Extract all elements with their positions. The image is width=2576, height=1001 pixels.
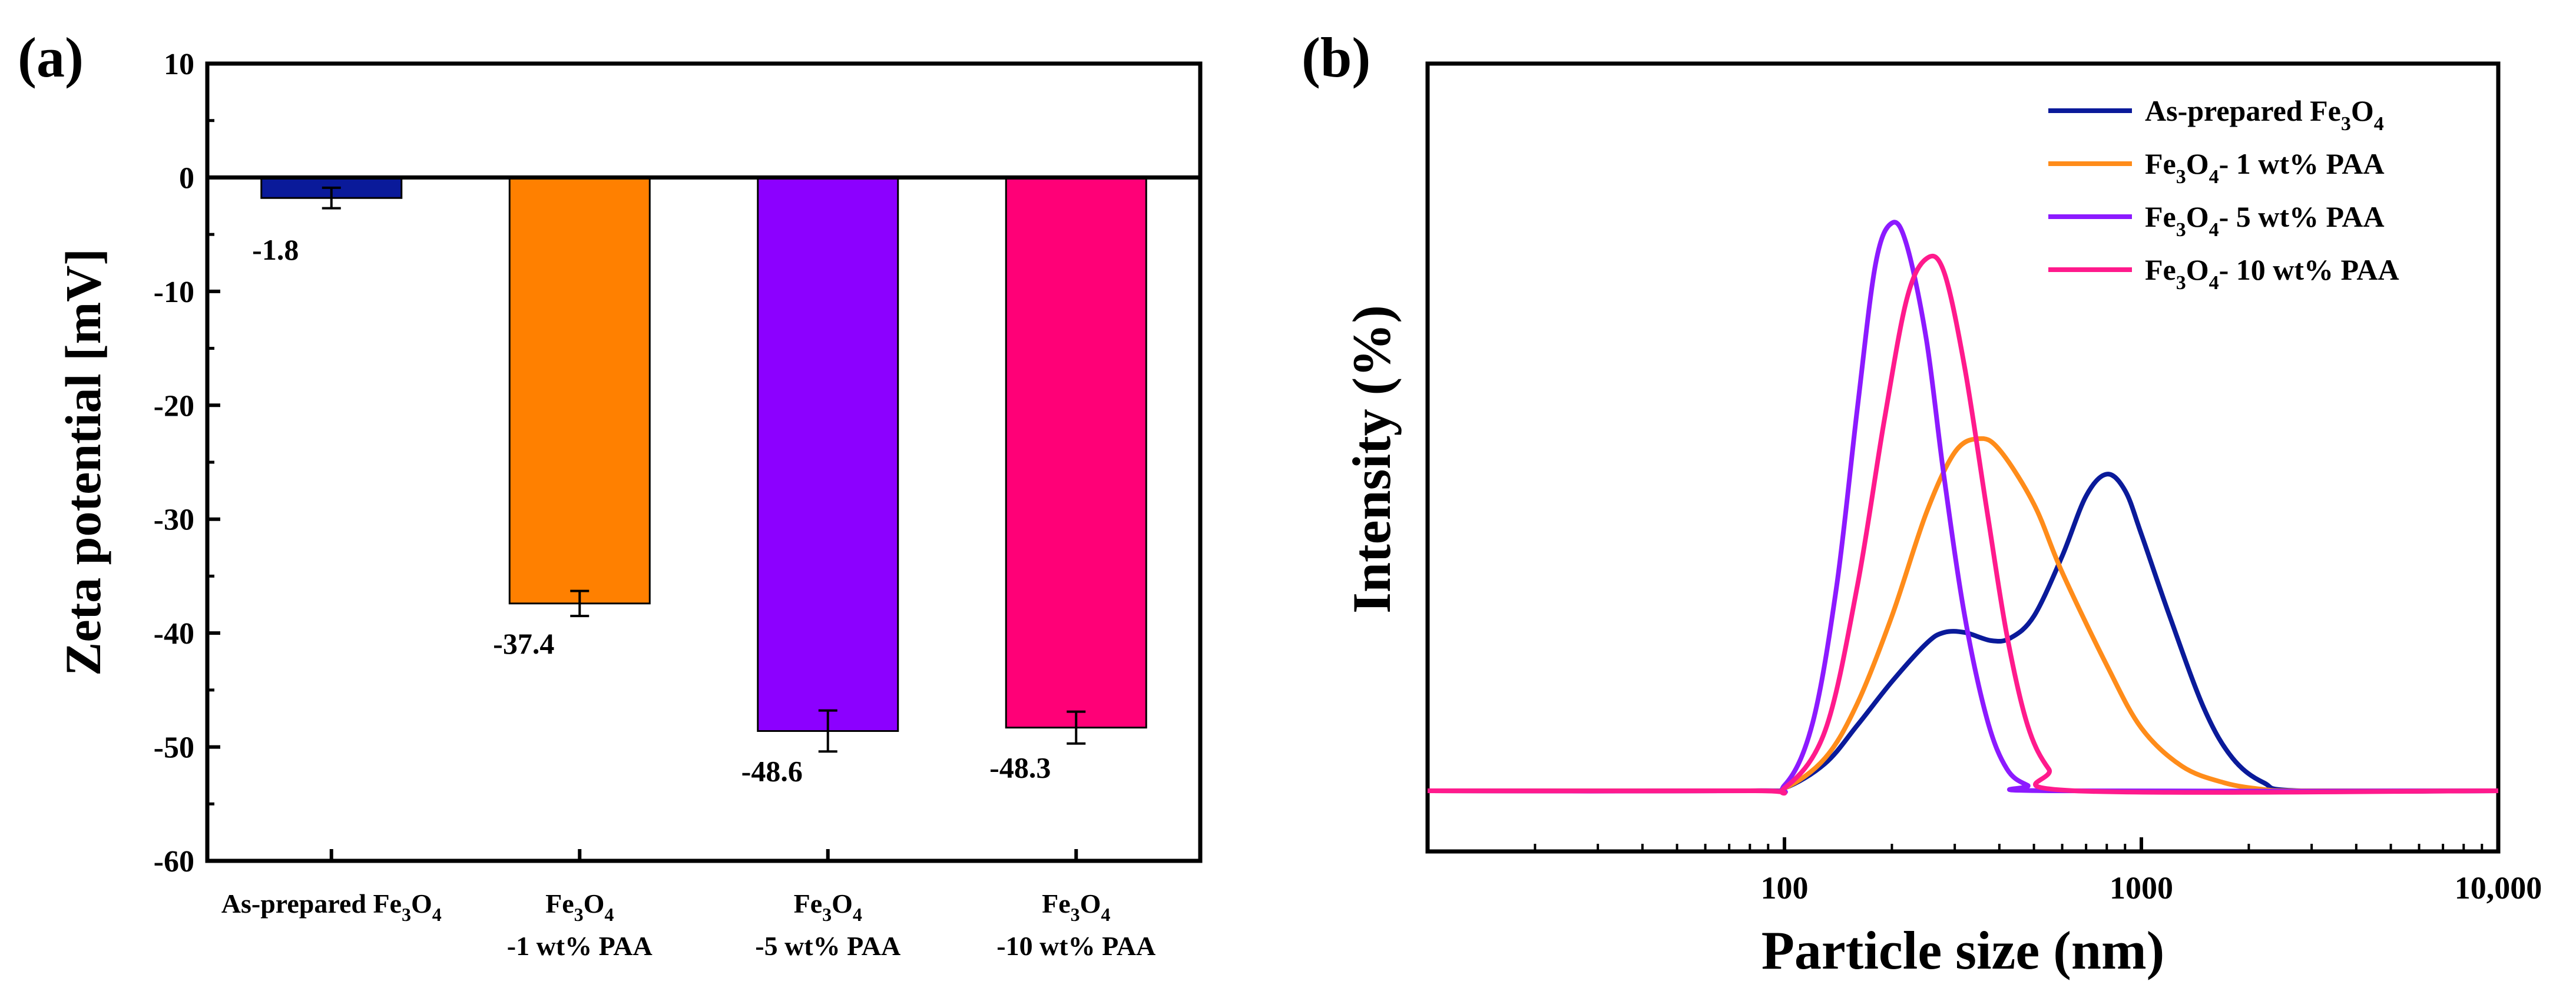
bar [508,176,651,605]
bar [757,176,899,732]
legend: As-prepared Fe3O4 Fe3O4- 1 wt% PAA Fe3O4- … [2048,94,2399,294]
value-label: -48.3 [989,751,1051,784]
x-tick-label: 100 [1761,870,1809,906]
y-tick-label: 10 [164,48,194,81]
panel-b-y-axis-label: Intensity (%) [1342,305,1402,614]
category-label-line2: -1 wt% PAA [507,931,653,961]
panel-a-label: (a) [18,26,84,89]
category-label: Fe3O4 [1042,889,1110,925]
value-label: -1.8 [252,233,299,266]
x-tick-label: 10,000 [2455,870,2542,906]
y-tick-label: -50 [154,731,194,765]
value-label: -37.4 [493,627,554,660]
series-line [1427,253,2499,796]
panel-a-y-axis-label: Zeta potential [mV] [55,248,111,676]
series-line [1427,220,2499,795]
category-label: Fe3O4 [794,889,862,925]
panel-a-bar-chart: (a) -1.8 -37.4 -48.6 -48.3 10 0 -10 -20 -30 -40 -… [18,26,1203,961]
legend-entry: As-prepared Fe3O4 [2145,94,2384,135]
y-tick-label: -10 [154,276,194,309]
panel-b-label: (b) [1302,26,1370,89]
legend-entry: Fe3O4- 1 wt% PAA [2145,147,2385,188]
panel-b-x-axis-label: Particle size (nm) [1762,920,2165,980]
y-tick-label: -60 [154,845,194,879]
y-tick-label: -30 [154,503,194,537]
legend-entry: Fe3O4- 10 wt% PAA [2145,253,2399,294]
y-tick-label: -20 [154,389,194,423]
panel-b-plot-frame [1425,61,2501,854]
y-tick-label: 0 [179,161,194,195]
category-label: As-prepared Fe3O4 [221,889,442,925]
legend-entry: Fe3O4- 5 wt% PAA [2145,200,2385,241]
category-label-line2: -10 wt% PAA [996,931,1155,961]
panel-b-line-chart: (b) 100 1000 10,000 As-prepared Fe3O4 Fe3O4… [1302,26,2542,980]
y-tick-label: -40 [154,617,194,651]
value-label: -48.6 [741,754,803,787]
series-line [1427,472,2499,794]
category-label: Fe3O4 [545,889,614,925]
bar [1005,176,1147,729]
category-label-line2: -5 wt% PAA [755,931,900,961]
x-tick-label: 1000 [2110,870,2173,906]
